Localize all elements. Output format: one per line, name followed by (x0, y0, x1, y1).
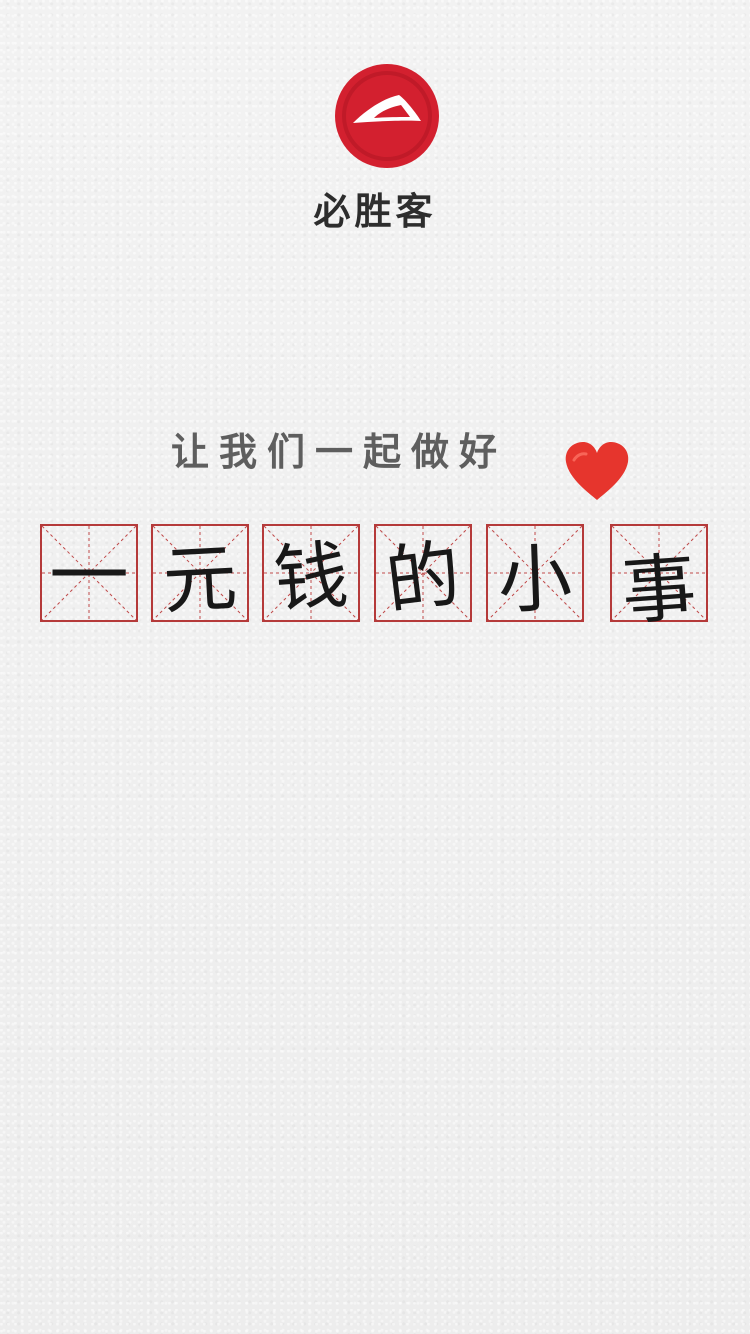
headline-char: 的 (381, 530, 465, 626)
headline-char: 钱 (271, 532, 351, 624)
grid-char-6: 事 (610, 524, 708, 635)
headline-char: 一 (49, 533, 129, 619)
grid-char-3: 钱 (262, 524, 360, 623)
red-heart-icon (565, 442, 629, 500)
pizza-hut-roof-icon (335, 64, 439, 168)
grid-char-2: 元 (151, 524, 249, 625)
grid-char-1: 一 (40, 524, 138, 622)
headline-grid: 一 元 钱 (40, 524, 710, 635)
tagline-line: 让我们一起做好 (171, 429, 508, 474)
brand-name: 必胜客 (313, 190, 437, 233)
headline-char: 小 (496, 535, 574, 625)
heart-decoration (562, 438, 632, 504)
grid-char-5: 小 (486, 524, 584, 624)
brand-logo (331, 60, 443, 172)
headline-char: 元 (160, 535, 240, 625)
headline-char: 事 (619, 544, 699, 636)
grid-char-4: 的 (374, 524, 472, 625)
